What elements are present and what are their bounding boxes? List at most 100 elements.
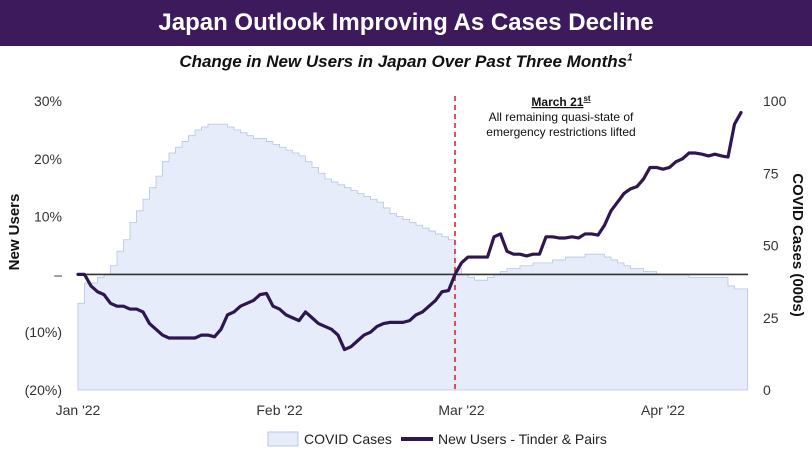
new-users-point bbox=[584, 233, 586, 235]
new-users-point bbox=[148, 322, 151, 325]
new-users-point bbox=[395, 321, 398, 324]
new-users-point bbox=[278, 308, 281, 310]
new-users-point bbox=[733, 123, 736, 125]
new-users-point bbox=[415, 314, 417, 316]
new-users-point bbox=[610, 210, 612, 212]
new-users-point bbox=[655, 166, 658, 169]
right-tick-label: 25 bbox=[763, 310, 779, 326]
chart-subtitle-footnote: 1 bbox=[627, 52, 633, 64]
page-title: Japan Outlook Improving As Cases Decline bbox=[158, 9, 654, 36]
left-tick-label: – bbox=[54, 266, 62, 282]
new-users-point bbox=[207, 334, 209, 336]
left-tick-label: 20% bbox=[34, 151, 62, 167]
y-axis-left-label: New Users bbox=[6, 194, 23, 271]
new-users-point bbox=[298, 319, 300, 322]
left-axis: 30% 20% 10% – (10%) (20%) bbox=[25, 93, 63, 398]
legend-label-covid-cases: COVID Cases bbox=[304, 431, 392, 447]
left-tick-label: (10%) bbox=[25, 324, 62, 340]
new-users-point bbox=[428, 305, 430, 307]
right-tick-label: 75 bbox=[763, 165, 779, 181]
new-users-point bbox=[174, 337, 177, 339]
right-tick-label: 100 bbox=[763, 93, 787, 109]
right-tick-label: 0 bbox=[763, 382, 771, 398]
chart-subtitle: Change in New Users in Japan Over Past T… bbox=[0, 52, 812, 72]
new-users-point bbox=[519, 253, 521, 255]
new-users-point bbox=[662, 168, 664, 171]
x-tick-label: Jan '22 bbox=[56, 402, 101, 418]
new-users-point bbox=[727, 156, 729, 158]
new-users-point bbox=[642, 178, 645, 180]
new-users-point bbox=[161, 334, 164, 336]
new-users-point bbox=[129, 308, 131, 310]
new-users-point bbox=[675, 160, 677, 163]
new-users-point bbox=[571, 236, 573, 238]
new-users-point bbox=[454, 273, 456, 276]
new-users-point bbox=[486, 256, 489, 258]
new-users-point bbox=[213, 336, 216, 338]
right-axis: 100 75 50 25 0 bbox=[763, 93, 787, 398]
right-tick-label: 50 bbox=[763, 238, 779, 254]
annotation-line-1: All remaining quasi-state of bbox=[489, 110, 634, 124]
new-users-point bbox=[688, 152, 690, 154]
new-users-point bbox=[109, 302, 112, 305]
new-users-point bbox=[291, 316, 294, 319]
covid-area-layer bbox=[77, 123, 748, 391]
new-users-point bbox=[337, 334, 339, 336]
new-users-point bbox=[90, 285, 92, 287]
new-users-point bbox=[538, 253, 541, 255]
x-tick-label: Apr '22 bbox=[641, 402, 685, 418]
new-users-point bbox=[311, 316, 313, 319]
new-users-point bbox=[720, 155, 723, 157]
new-users-point bbox=[168, 337, 170, 339]
new-users-point bbox=[714, 153, 716, 155]
new-users-point bbox=[324, 325, 326, 328]
new-users-point bbox=[545, 236, 547, 238]
title-banner: Japan Outlook Improving As Cases Decline bbox=[0, 0, 812, 46]
new-users-point bbox=[246, 302, 248, 305]
new-users-point bbox=[304, 311, 307, 313]
left-tick-label: 30% bbox=[34, 93, 62, 109]
new-users-point bbox=[506, 250, 508, 253]
new-users-point bbox=[623, 192, 625, 195]
new-users-point bbox=[473, 256, 476, 258]
new-users-point bbox=[226, 314, 229, 316]
new-users-point bbox=[590, 233, 593, 235]
new-users-point bbox=[447, 289, 450, 292]
new-users-point bbox=[707, 155, 710, 157]
new-users-line-layer bbox=[76, 110, 743, 352]
new-users-point bbox=[122, 305, 125, 307]
legend-label-new-users: New Users - Tinder & Pairs bbox=[438, 431, 607, 447]
new-users-point bbox=[701, 153, 703, 155]
new-users-point bbox=[441, 290, 443, 293]
new-users-point bbox=[512, 253, 515, 255]
x-tick-label: Mar '22 bbox=[438, 402, 484, 418]
new-users-point bbox=[408, 319, 411, 322]
new-users-point bbox=[194, 337, 196, 339]
annotation-line-2: emergency restrictions lifted bbox=[486, 125, 635, 139]
new-users-point bbox=[220, 328, 222, 331]
new-users-point bbox=[265, 292, 268, 295]
new-users-point bbox=[369, 331, 372, 334]
new-users-point bbox=[350, 345, 352, 348]
new-users-point bbox=[272, 305, 274, 307]
new-users-point bbox=[402, 321, 404, 324]
new-users-point bbox=[577, 237, 580, 239]
new-users-point bbox=[200, 334, 203, 336]
legend-swatch-covid-cases bbox=[267, 431, 299, 447]
new-users-point bbox=[317, 322, 320, 325]
new-users-point bbox=[649, 166, 651, 169]
new-users-point bbox=[142, 311, 144, 313]
new-users-point bbox=[681, 158, 684, 160]
new-users-point bbox=[330, 328, 333, 331]
left-tick-label: (20%) bbox=[25, 382, 62, 398]
new-users-point bbox=[96, 290, 99, 293]
new-users-point bbox=[83, 273, 86, 276]
new-users-point bbox=[252, 299, 255, 302]
legend: COVID Cases New Users - Tinder & Pairs bbox=[267, 431, 607, 447]
chart-subtitle-text: Change in New Users in Japan Over Past T… bbox=[179, 52, 628, 71]
new-users-point bbox=[181, 337, 183, 339]
new-users-point bbox=[356, 340, 359, 342]
new-users-point bbox=[363, 334, 365, 336]
new-users-point bbox=[77, 273, 79, 276]
